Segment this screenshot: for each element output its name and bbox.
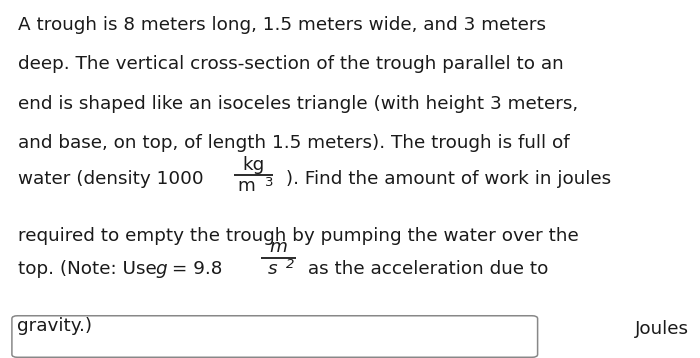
Text: 2: 2 — [286, 258, 294, 271]
Text: required to empty the trough by pumping the water over the: required to empty the trough by pumping … — [18, 227, 578, 245]
FancyBboxPatch shape — [12, 316, 538, 357]
Text: ). Find the amount of work in joules: ). Find the amount of work in joules — [280, 170, 611, 188]
Text: kg: kg — [242, 156, 265, 174]
Text: end is shaped like an isoceles triangle (with height 3 meters,: end is shaped like an isoceles triangle … — [18, 95, 578, 113]
Text: A trough is 8 meters long, 1.5 meters wide, and 3 meters: A trough is 8 meters long, 1.5 meters wi… — [18, 16, 545, 34]
Text: deep. The vertical cross-section of the trough parallel to an: deep. The vertical cross-section of the … — [18, 55, 564, 73]
Text: as the acceleration due to: as the acceleration due to — [302, 260, 549, 278]
Text: top. (Note: Use: top. (Note: Use — [18, 260, 162, 278]
Text: m: m — [270, 238, 288, 256]
Text: and base, on top, of length 1.5 meters). The trough is full of: and base, on top, of length 1.5 meters).… — [18, 134, 569, 152]
Text: = 9.8: = 9.8 — [166, 260, 223, 278]
Text: m: m — [237, 177, 256, 195]
Text: s: s — [268, 260, 278, 278]
Text: Joules: Joules — [634, 320, 689, 338]
Text: water (density 1000: water (density 1000 — [18, 170, 203, 188]
Text: gravity.): gravity.) — [18, 317, 92, 335]
Text: 3: 3 — [265, 176, 273, 189]
Text: g: g — [155, 260, 167, 278]
